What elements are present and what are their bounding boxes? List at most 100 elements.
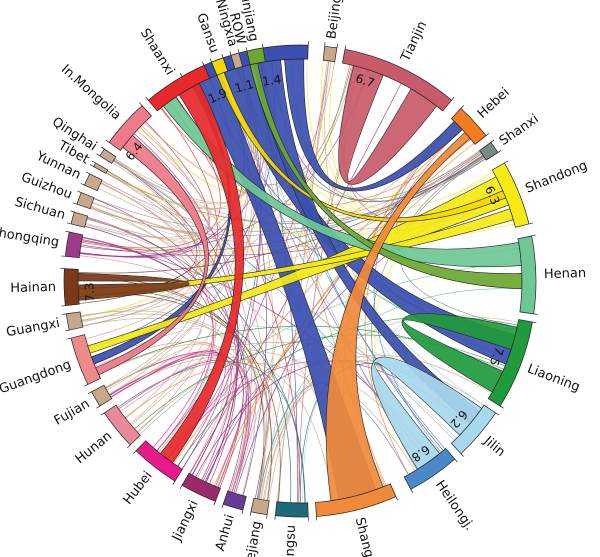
flow-value-row: 1.4 (261, 72, 282, 89)
label-jilin: Jilin (480, 433, 508, 460)
flow-line (105, 351, 244, 489)
arc-tick (139, 102, 143, 106)
arc-tick (490, 139, 495, 143)
label-liaoning: Liaoning (525, 361, 582, 395)
arc-tick (344, 45, 347, 50)
flow-line (110, 356, 334, 501)
arc-beijing (322, 45, 338, 63)
arc-tick (460, 105, 464, 109)
flow-line (136, 368, 252, 492)
flow-line (277, 60, 328, 502)
flow-line (105, 349, 416, 471)
label-hunan: Hunan (73, 429, 115, 467)
arc-tick (80, 183, 85, 186)
arc-tick (67, 222, 72, 225)
label-shandong: Shandong (523, 158, 589, 196)
flow-line (173, 128, 463, 464)
flow-line (120, 361, 252, 493)
flow-value-hainan: 7.3 (82, 282, 97, 302)
flow-line (82, 159, 201, 327)
arc-tick (497, 149, 502, 153)
flow-value-row: 1.1 (233, 77, 255, 96)
flow-value-labels: 1.9 1.1 1.4 6.76.37.56.26.86.47.3 (82, 71, 506, 464)
arc-tick (451, 96, 455, 101)
flow-line (86, 172, 199, 242)
arc-xinjiang (246, 47, 266, 66)
flow-line (80, 156, 485, 318)
arc-tick (65, 230, 70, 233)
arc-tick (532, 321, 537, 324)
label-shanxi: Shanxi (497, 112, 542, 149)
label-tianjin: Tianjin (398, 19, 430, 65)
arc-tick (179, 72, 183, 77)
arc-tick (336, 43, 338, 48)
arc-tick (485, 132, 490, 136)
flow-line (118, 359, 244, 488)
label-beijing: Beijing (324, 0, 345, 40)
arc-anhui (222, 490, 247, 511)
label-sichuan: Sichuan (13, 195, 67, 223)
arc-tick (237, 49, 240, 54)
arc-fujian (91, 384, 113, 407)
arc-tick (72, 202, 77, 205)
arc-guangxi (65, 311, 84, 331)
label-jiangsu: Jiangsu (282, 525, 299, 557)
arc-shanxi (479, 141, 499, 161)
arc-tick (209, 58, 212, 63)
label-chongqing: Chongqing (0, 224, 60, 250)
flow-line (85, 182, 198, 340)
arc-tick (528, 222, 533, 225)
arc-shanghai (315, 483, 397, 517)
arc-tick (454, 458, 458, 463)
arc-jiangxi (181, 472, 221, 502)
label-hebei: Hebei (475, 85, 513, 121)
label-hubei: Hubei (121, 469, 156, 508)
arc-tick (179, 485, 183, 490)
label-guangxi: Guangxi (5, 316, 61, 340)
flow-line (85, 126, 209, 240)
arc-gansu (211, 57, 229, 76)
flow-line (101, 129, 211, 222)
arc-tick (67, 337, 72, 340)
flow-line (78, 155, 484, 274)
arc-zhejiang (250, 497, 270, 516)
arc-tick (504, 160, 509, 164)
label-heilongj: Heilongj. (432, 478, 477, 534)
arc-tick (91, 160, 96, 164)
label-in-mongolia: In.Mongolia (58, 62, 124, 123)
arc-tick (145, 96, 149, 101)
label-fujian: Fujian (52, 397, 93, 429)
arc-row (181, 44, 309, 90)
arc-jiangsu (274, 501, 309, 518)
arc-tick (531, 234, 536, 237)
arc-tick (85, 171, 90, 175)
arc-sichuan (70, 211, 89, 228)
arc-tick (213, 501, 216, 506)
label-henan: Henan (544, 266, 587, 282)
flow-line (81, 151, 481, 252)
arc-tick (533, 313, 538, 315)
arc-jilin (450, 404, 497, 455)
arc-yunnan (83, 173, 103, 192)
arc-tick (229, 51, 232, 56)
flow-line (105, 342, 210, 426)
flow-line (110, 349, 219, 451)
arc-tick (249, 511, 252, 516)
arc-tick (127, 444, 131, 448)
flow-line (109, 354, 252, 493)
flow-value-tianjin: 6.7 (354, 71, 376, 90)
arc-tick (245, 47, 248, 52)
arc-tick (70, 210, 75, 213)
arc-tick (241, 509, 244, 514)
flow-line (93, 155, 484, 232)
label-anhui: Anhui (213, 513, 238, 553)
flow-value-liaoning: 7.5 (487, 345, 507, 368)
arc-tick (96, 405, 101, 409)
label-shaanxi: Shaanxi (137, 26, 177, 78)
arc-tick (266, 514, 268, 519)
arc-tick (395, 496, 398, 501)
arc-tick (202, 61, 205, 66)
arc-tick (100, 412, 105, 416)
arc-tick (262, 43, 264, 48)
